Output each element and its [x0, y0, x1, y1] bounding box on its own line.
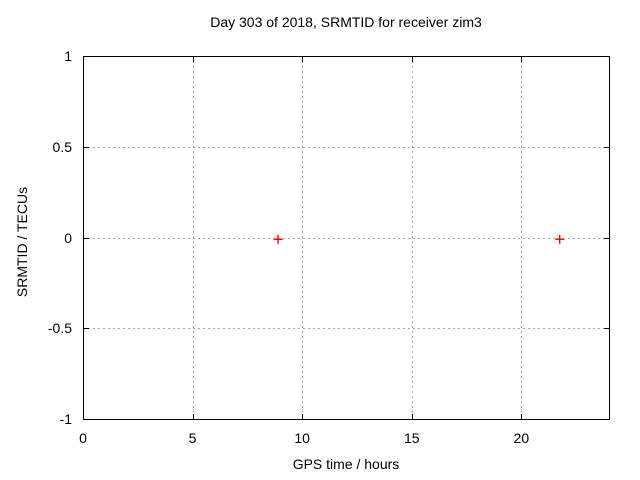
x-tick-label: 0: [79, 430, 87, 446]
x-tick-label: 15: [403, 430, 420, 446]
y-tick-label: -0.5: [47, 320, 72, 337]
x-axis-label: GPS time / hours: [292, 456, 400, 472]
x-tick-label: 20: [513, 430, 530, 446]
x-tick-label: 10: [294, 430, 310, 446]
x-tick-label: 5: [188, 430, 197, 446]
y-tick-label: 1: [64, 48, 72, 64]
data-point-marker: [555, 234, 565, 244]
data-point-marker: [273, 234, 283, 244]
y-tick-label: 0.5: [52, 138, 72, 155]
chart-title: Day 303 of 2018, SRMTID for receiver zim…: [210, 14, 482, 30]
y-tick-label: -1: [59, 411, 72, 427]
plot-border: [83, 56, 610, 420]
y-tick-label: 0: [64, 229, 72, 246]
